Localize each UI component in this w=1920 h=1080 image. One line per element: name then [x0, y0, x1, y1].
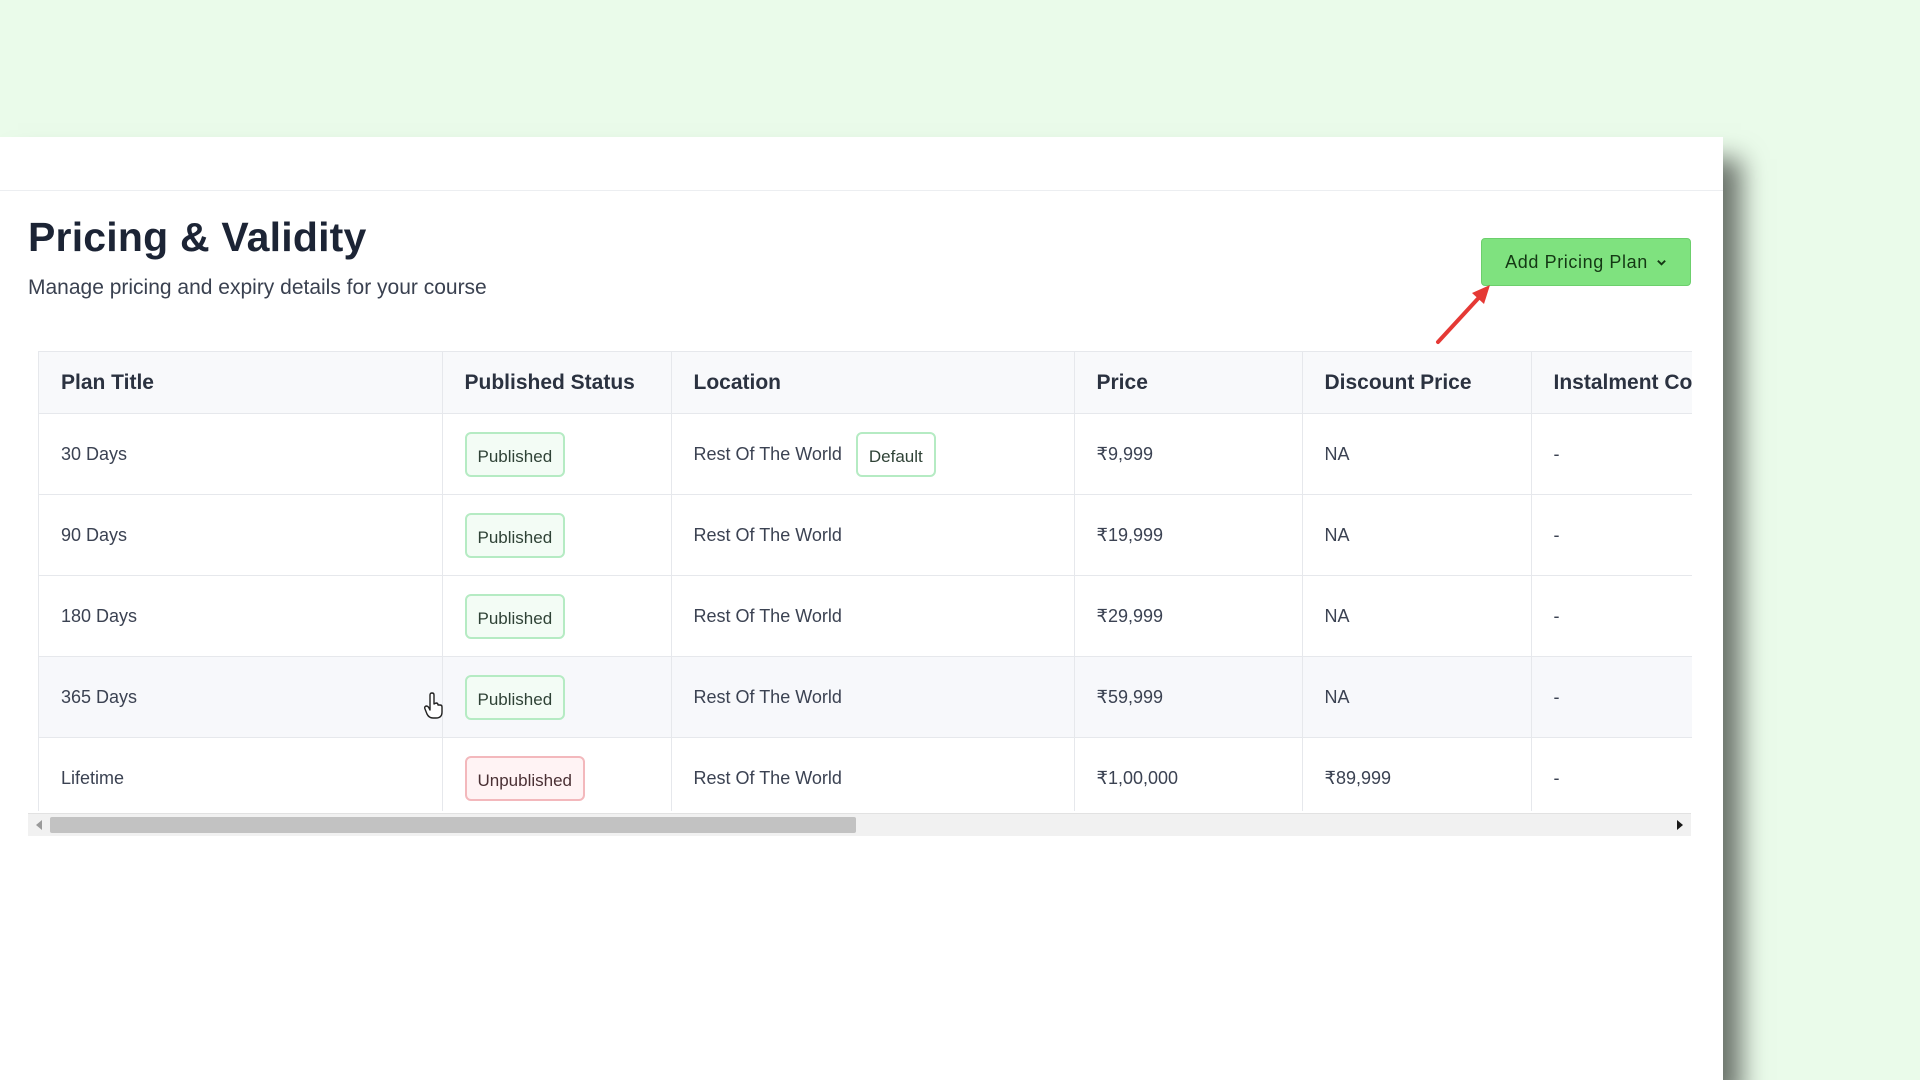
- discount-price-cell: NA: [1302, 413, 1532, 495]
- divider: [0, 190, 1723, 191]
- status-badge[interactable]: Unpublished: [464, 755, 586, 801]
- plan-title-cell: 365 Days: [39, 656, 443, 738]
- location-text: Rest Of The World: [693, 767, 842, 788]
- pricing-table: Plan Title Published Status Location Pri…: [38, 351, 1692, 811]
- page-subtitle: Manage pricing and expiry details for yo…: [28, 276, 487, 299]
- location-text: Rest Of The World: [693, 605, 842, 626]
- column-header-price: Price: [1074, 351, 1303, 414]
- column-header-location: Location: [671, 351, 1075, 414]
- location-cell: Rest Of The World Default: [671, 413, 1075, 495]
- plan-title-cell: 30 Days: [39, 413, 443, 495]
- price-cell: ₹29,999: [1074, 575, 1303, 657]
- discount-price-cell: NA: [1302, 656, 1532, 738]
- discount-price-cell: NA: [1302, 575, 1532, 657]
- status-badge[interactable]: Published: [464, 512, 566, 558]
- table-row[interactable]: 90 Days Published Rest Of The World ₹19,…: [39, 494, 1692, 576]
- plan-title-cell: 90 Days: [39, 494, 443, 576]
- location-text: Rest Of The World: [693, 686, 842, 707]
- status-cell: Published: [442, 413, 672, 495]
- table-row[interactable]: 180 Days Published Rest Of The World ₹29…: [39, 575, 1692, 657]
- table-row[interactable]: 365 Days Published Rest Of The World ₹59…: [39, 656, 1692, 738]
- instalment-cell: -: [1531, 413, 1692, 495]
- add-pricing-plan-label: Add Pricing Plan: [1505, 251, 1648, 272]
- instalment-cell: -: [1531, 737, 1692, 811]
- discount-price-cell: NA: [1302, 494, 1532, 576]
- location-cell: Rest Of The World: [671, 494, 1075, 576]
- column-header-plan-title: Plan Title: [39, 351, 443, 414]
- status-cell: Published: [442, 494, 672, 576]
- instalment-cell: -: [1531, 494, 1692, 576]
- instalment-cell: -: [1531, 575, 1692, 657]
- column-header-instalment: Instalment Co: [1531, 351, 1692, 414]
- discount-price-cell: ₹89,999: [1302, 737, 1532, 811]
- table-row[interactable]: Lifetime Unpublished Rest Of The World ₹…: [39, 737, 1692, 811]
- column-header-discount-price: Discount Price: [1302, 351, 1532, 414]
- location-cell: Rest Of The World: [671, 575, 1075, 657]
- price-cell: ₹19,999: [1074, 494, 1303, 576]
- location-cell: Rest Of The World: [671, 737, 1075, 811]
- instalment-cell: -: [1531, 656, 1692, 738]
- plan-title-cell: 180 Days: [39, 575, 443, 657]
- status-badge[interactable]: Published: [464, 431, 566, 477]
- status-cell: Published: [442, 575, 672, 657]
- status-badge[interactable]: Published: [464, 593, 566, 639]
- column-header-published-status: Published Status: [442, 351, 672, 414]
- status-cell: Unpublished: [442, 737, 672, 811]
- default-badge: Default: [855, 431, 936, 477]
- status-badge[interactable]: Published: [464, 674, 566, 720]
- scroll-left-arrow-icon[interactable]: [36, 820, 42, 830]
- table-row[interactable]: 30 Days Published Rest Of The World Defau…: [39, 413, 1692, 495]
- price-cell: ₹9,999: [1074, 413, 1303, 495]
- location-cell: Rest Of The World: [671, 656, 1075, 738]
- content-panel: Pricing & Validity Manage pricing and ex…: [0, 137, 1723, 1080]
- add-pricing-plan-button[interactable]: Add Pricing Plan: [1481, 238, 1691, 286]
- price-cell: ₹59,999: [1074, 656, 1303, 738]
- red-arrow-icon: [1436, 285, 1490, 344]
- scroll-right-arrow-icon[interactable]: [1677, 820, 1683, 830]
- status-cell: Published: [442, 656, 672, 738]
- horizontal-scrollbar[interactable]: [28, 813, 1691, 836]
- hand-cursor-icon: [423, 692, 443, 719]
- location-text: Rest Of The World: [693, 524, 842, 545]
- location-text: Rest Of The World: [693, 443, 842, 464]
- scrollbar-thumb[interactable]: [50, 817, 856, 833]
- page-title: Pricing & Validity: [28, 214, 367, 260]
- table-header-row: Plan Title Published Status Location Pri…: [39, 351, 1692, 414]
- price-cell: ₹1,00,000: [1074, 737, 1303, 811]
- plan-title-cell: Lifetime: [39, 737, 443, 811]
- chevron-down-icon: [1657, 259, 1666, 266]
